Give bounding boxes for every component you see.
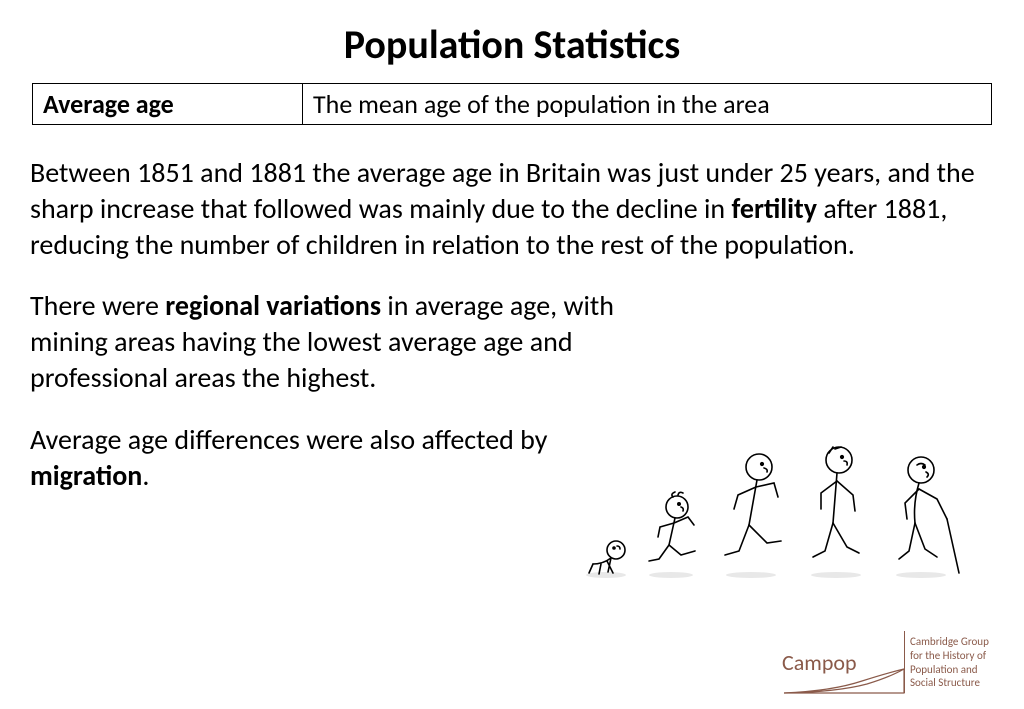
logo-divider: [904, 631, 905, 693]
logo-curve-icon: [782, 667, 908, 697]
definition-table: Average age The mean age of the populati…: [32, 83, 992, 125]
logo-tagline: Cambridge Group for the History of Popul…: [910, 635, 989, 690]
paragraph-2: There were regional variations in averag…: [30, 288, 620, 395]
paragraph-1: Between 1851 and 1881 the average age in…: [30, 155, 990, 262]
p3-text-2: .: [142, 458, 149, 493]
aging-figures-icon: [571, 415, 991, 585]
p3-text-1: Average age differences were also affect…: [30, 422, 547, 457]
p2-text-1: There were: [30, 288, 165, 323]
p3-bold-1: migration: [30, 458, 142, 493]
definition-cell: The mean age of the population in the ar…: [303, 84, 992, 125]
paragraph-3: Average age differences were also affect…: [30, 422, 590, 494]
p2-bold-1: regional variations: [165, 288, 381, 323]
page-title: Population Statistics: [30, 20, 994, 69]
logo-tag-1: Cambridge Group: [910, 635, 989, 649]
term-cell: Average age: [33, 84, 303, 125]
logo-tag-4: Social Structure: [910, 676, 989, 690]
campop-logo: Campop Cambridge Group for the History o…: [782, 631, 1012, 701]
table-row: Average age The mean age of the populati…: [33, 84, 992, 125]
p1-bold-1: fertility: [731, 191, 817, 226]
logo-tag-2: for the History of: [910, 649, 989, 663]
logo-tag-3: Population and: [910, 663, 989, 677]
